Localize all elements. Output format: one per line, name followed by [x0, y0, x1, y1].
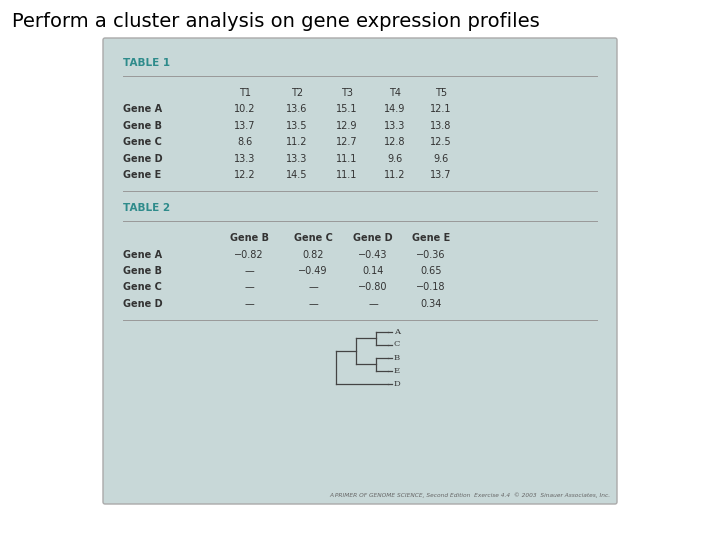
Text: Gene A: Gene A [123, 105, 162, 114]
Text: —: — [368, 299, 378, 309]
Text: Gene B: Gene B [230, 233, 269, 243]
Text: 11.1: 11.1 [336, 154, 358, 164]
Text: 12.2: 12.2 [234, 171, 256, 180]
Text: −0.49: −0.49 [298, 266, 328, 276]
Text: 12.9: 12.9 [336, 121, 358, 131]
Text: T5: T5 [435, 88, 447, 98]
Text: 11.2: 11.2 [384, 171, 406, 180]
Text: 0.14: 0.14 [362, 266, 384, 276]
Text: Gene D: Gene D [123, 154, 163, 164]
Text: Perform a cluster analysis on gene expression profiles: Perform a cluster analysis on gene expre… [12, 12, 540, 31]
Text: E: E [394, 367, 400, 375]
Text: Gene A: Gene A [123, 249, 162, 260]
Text: Gene D: Gene D [354, 233, 393, 243]
Text: 13.8: 13.8 [431, 121, 451, 131]
Text: Gene C: Gene C [123, 282, 162, 293]
Text: Gene B: Gene B [123, 121, 162, 131]
Text: 0.82: 0.82 [302, 249, 324, 260]
Text: —: — [244, 282, 254, 293]
Text: A: A [394, 327, 400, 335]
Text: Gene D: Gene D [123, 299, 163, 309]
Text: Gene B: Gene B [123, 266, 162, 276]
Text: −0.18: −0.18 [416, 282, 446, 293]
Text: 14.5: 14.5 [287, 171, 307, 180]
Text: −0.36: −0.36 [416, 249, 446, 260]
Text: —: — [308, 282, 318, 293]
Text: 12.5: 12.5 [430, 138, 452, 147]
Text: 0.65: 0.65 [420, 266, 442, 276]
Text: —: — [308, 299, 318, 309]
Text: 13.3: 13.3 [234, 154, 256, 164]
Text: 13.3: 13.3 [384, 121, 405, 131]
Text: 13.5: 13.5 [287, 121, 307, 131]
Text: C: C [394, 341, 400, 348]
Text: 11.1: 11.1 [336, 171, 358, 180]
Text: —: — [244, 299, 254, 309]
Text: 13.7: 13.7 [234, 121, 256, 131]
Text: T4: T4 [389, 88, 401, 98]
Text: TABLE 1: TABLE 1 [123, 58, 170, 68]
Text: 13.7: 13.7 [431, 171, 451, 180]
Text: 0.34: 0.34 [420, 299, 441, 309]
Text: 9.6: 9.6 [433, 154, 449, 164]
Text: Gene C: Gene C [123, 138, 162, 147]
Text: B: B [394, 354, 400, 361]
Text: 15.1: 15.1 [336, 105, 358, 114]
Text: T2: T2 [291, 88, 303, 98]
Text: Gene E: Gene E [412, 233, 450, 243]
Text: TABLE 2: TABLE 2 [123, 203, 170, 213]
Text: −0.80: −0.80 [359, 282, 388, 293]
Text: 10.2: 10.2 [234, 105, 256, 114]
Text: 13.6: 13.6 [287, 105, 307, 114]
Text: T1: T1 [239, 88, 251, 98]
Text: −0.43: −0.43 [359, 249, 388, 260]
Text: —: — [244, 266, 254, 276]
Text: 12.8: 12.8 [384, 138, 406, 147]
Text: 12.1: 12.1 [431, 105, 451, 114]
Text: 13.3: 13.3 [287, 154, 307, 164]
Text: Gene C: Gene C [294, 233, 333, 243]
FancyBboxPatch shape [103, 38, 617, 504]
Text: 11.2: 11.2 [287, 138, 307, 147]
Text: T3: T3 [341, 88, 353, 98]
Text: 14.9: 14.9 [384, 105, 405, 114]
Text: D: D [394, 380, 401, 388]
Text: Gene E: Gene E [123, 171, 161, 180]
Text: 12.7: 12.7 [336, 138, 358, 147]
Text: 8.6: 8.6 [238, 138, 253, 147]
Text: 9.6: 9.6 [387, 154, 402, 164]
Text: −0.82: −0.82 [234, 249, 264, 260]
Text: A PRIMER OF GENOME SCIENCE, Second Edition  Exercise 4.4  © 2003  Sinauer Associ: A PRIMER OF GENOME SCIENCE, Second Editi… [329, 492, 610, 498]
